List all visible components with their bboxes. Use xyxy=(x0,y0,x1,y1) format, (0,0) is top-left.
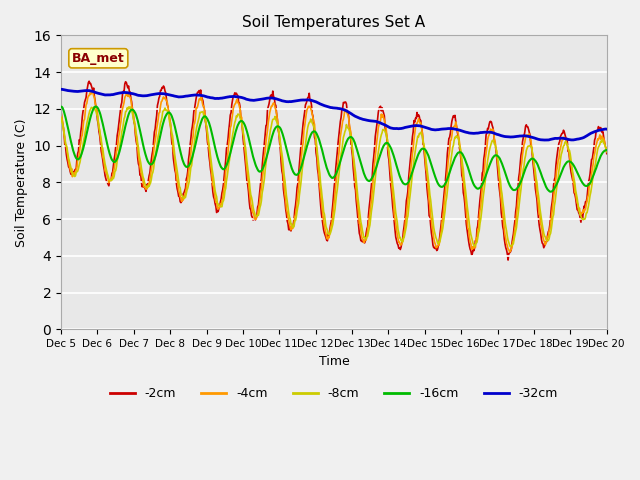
Y-axis label: Soil Temperature (C): Soil Temperature (C) xyxy=(15,118,28,247)
Title: Soil Temperatures Set A: Soil Temperatures Set A xyxy=(243,15,426,30)
X-axis label: Time: Time xyxy=(319,355,349,368)
Legend: -2cm, -4cm, -8cm, -16cm, -32cm: -2cm, -4cm, -8cm, -16cm, -32cm xyxy=(105,383,563,406)
Text: BA_met: BA_met xyxy=(72,52,125,65)
